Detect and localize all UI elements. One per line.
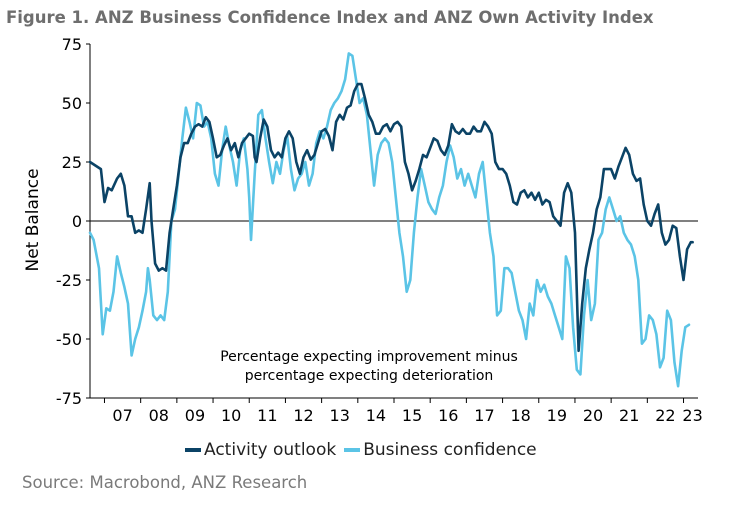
- x-tick-label: 18: [510, 406, 530, 425]
- x-tick-label: 16: [438, 406, 458, 425]
- y-axis-label: Net Balance: [23, 168, 43, 271]
- x-tick-label: 09: [185, 406, 205, 425]
- x-tick-label: 11: [257, 406, 277, 425]
- legend: Activity outlook Business confidence: [185, 440, 545, 460]
- series-line-activity-outlook: [88, 82, 694, 353]
- x-tick-label: 17: [474, 406, 494, 425]
- chart-canvas: 75 50 25 0 -25 -50 -75 07 08 09 10 11 12 13 14 15 16 17 1…: [23, 35, 703, 425]
- legend-label-business-confidence: Business confidence: [363, 440, 537, 460]
- y-tick-label: 25: [62, 153, 82, 172]
- y-tick-label: 75: [62, 35, 82, 54]
- legend-item-business-confidence: Business confidence: [344, 440, 537, 460]
- x-tick-label: 15: [402, 406, 422, 425]
- annotation-line-2: percentage expecting deterioration: [245, 368, 494, 384]
- x-tick-label: 14: [366, 406, 386, 425]
- series-line-business-confidence: [88, 52, 691, 388]
- x-tick-label: 12: [293, 406, 313, 425]
- legend-item-activity-outlook: Activity outlook: [185, 440, 336, 460]
- y-tick-label: -25: [56, 271, 82, 290]
- source-note: Source: Macrobond, ANZ Research: [22, 473, 308, 492]
- x-tick-label: 22: [655, 406, 675, 425]
- x-tick-label: 10: [221, 406, 241, 425]
- x-tick-label: 07: [112, 406, 132, 425]
- legend-swatch-business-confidence: [344, 448, 361, 452]
- figure-title: Figure 1. ANZ Business Confidence Index …: [6, 8, 654, 27]
- y-tick-label: 50: [62, 94, 82, 113]
- y-tick-label: -75: [56, 389, 82, 408]
- x-tick-label: 13: [330, 406, 350, 425]
- y-tick-label: 0: [72, 212, 82, 231]
- x-tick-label: 23: [682, 406, 702, 425]
- legend-swatch-activity-outlook: [185, 448, 201, 452]
- x-tick-label: 19: [547, 406, 567, 425]
- x-tick-label: 21: [619, 406, 639, 425]
- y-tick-label: -50: [56, 330, 82, 349]
- series-lines: [88, 52, 694, 388]
- x-axis: 07 08 09 10 11 12 13 14 15 16 17 18 19 20 21 22 23: [103, 398, 703, 425]
- legend-label-activity-outlook: Activity outlook: [204, 440, 337, 460]
- x-tick-label: 20: [583, 406, 603, 425]
- x-tick-label: 08: [149, 406, 169, 425]
- plot-area: [89, 44, 698, 399]
- annotation-line-1: Percentage expecting improvement minus: [220, 349, 518, 365]
- y-axis: 75 50 25 0 -25 -50 -75: [56, 35, 90, 408]
